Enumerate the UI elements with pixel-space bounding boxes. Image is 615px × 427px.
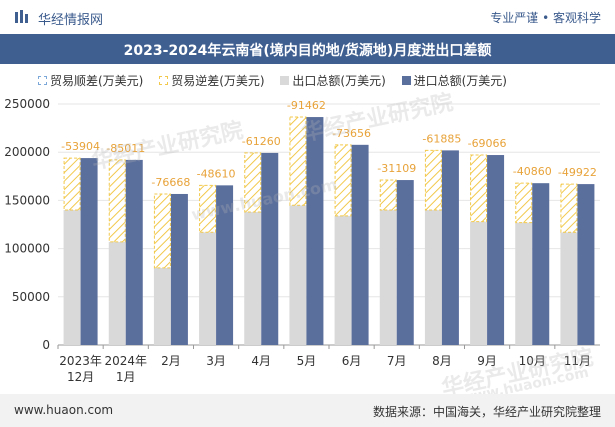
chart-plot: -53904 -85011 -76668 -48610 -61260 -91462 -736… xyxy=(4,97,600,384)
bar-deficit xyxy=(153,193,171,269)
legend-label-export: 出口总额(万美元) xyxy=(292,74,386,88)
legend-swatch-surplus xyxy=(38,76,47,85)
deficit-value-label: -69066 xyxy=(468,137,507,150)
bar-deficit xyxy=(334,144,352,217)
legend-label-surplus: 贸易顺差(万美元) xyxy=(50,74,144,88)
bar-export xyxy=(108,241,126,345)
chart-title: 2023-2024年云南省(境内目的地/货源地)月度进出口差额 xyxy=(123,43,492,59)
y-tick-label: 0 xyxy=(42,338,50,352)
deficit-value-label: -49922 xyxy=(558,166,597,179)
legend-swatch-import xyxy=(401,76,411,85)
bar-import xyxy=(216,185,234,345)
x-tick-label: 8月 xyxy=(432,354,452,368)
bar-deficit xyxy=(199,184,217,233)
bar-import xyxy=(306,117,324,345)
deficit-value-label: -91462 xyxy=(287,99,326,112)
deficit-value-label: -76668 xyxy=(151,176,190,189)
legend-deficit: 贸易逆差(万美元) xyxy=(159,72,265,89)
legend-surplus: 贸易顺差(万美元) xyxy=(38,72,143,89)
bar-import xyxy=(532,183,550,345)
bar-import xyxy=(351,144,369,345)
website-link[interactable]: www.huaon.com xyxy=(14,403,114,417)
bar-export xyxy=(560,232,578,345)
legend-swatch-deficit xyxy=(159,76,169,85)
x-tick-label: 2024年 1月 xyxy=(104,354,147,384)
y-tick-label: 100000 xyxy=(4,242,50,256)
x-tick-label: 9月 xyxy=(477,354,497,368)
x-tick-label: 5月 xyxy=(297,354,317,368)
bar-export xyxy=(334,215,352,345)
bar-export xyxy=(199,232,217,345)
top-bar: 华经情报网 专业严谨 • 客观科学 xyxy=(0,0,615,34)
legend: 贸易顺差(万美元) 贸易逆差(万美元) 出口总额(万美元) 进口总额(万美元) xyxy=(38,72,519,92)
y-tick-label: 250000 xyxy=(4,97,50,111)
deficit-value-label: -53904 xyxy=(61,140,100,153)
legend-export: 出口总额(万美元) xyxy=(280,72,386,89)
legend-label-deficit: 贸易逆差(万美元) xyxy=(171,74,265,88)
bar-import xyxy=(441,150,459,345)
x-tick-label: 2月 xyxy=(161,354,181,368)
bar-export xyxy=(153,267,171,345)
bar-deficit xyxy=(108,159,126,243)
bar-export xyxy=(244,211,262,345)
bar-deficit xyxy=(289,116,307,206)
bar-export xyxy=(289,205,307,345)
deficit-value-label: -31109 xyxy=(377,162,416,175)
bar-import xyxy=(170,193,188,345)
bar-import xyxy=(577,184,595,345)
y-tick-label: 150000 xyxy=(4,193,50,207)
legend-label-import: 进口总额(万美元) xyxy=(413,74,507,88)
bar-deficit xyxy=(424,149,442,211)
legend-swatch-export xyxy=(280,76,290,85)
title-bar: 2023-2024年云南省(境内目的地/货源地)月度进出口差额 xyxy=(0,34,615,64)
x-tick-label: 6月 xyxy=(342,354,362,368)
bar-deficit xyxy=(470,154,488,223)
x-tick-label: 3月 xyxy=(206,354,226,368)
bar-deficit xyxy=(515,182,533,224)
y-tick-label: 50000 xyxy=(12,290,50,304)
bar-import xyxy=(487,155,505,345)
deficit-value-label: -61260 xyxy=(242,135,281,148)
deficit-value-label: -73656 xyxy=(332,127,371,140)
deficit-value-label: -61885 xyxy=(422,132,461,145)
bar-export xyxy=(424,210,442,345)
bar-import xyxy=(261,152,279,345)
bar-deficit xyxy=(244,152,262,213)
x-tick-label: 2023年 12月 xyxy=(59,354,102,384)
deficit-value-label: -40860 xyxy=(513,165,552,178)
deficit-value-label: -85011 xyxy=(106,142,145,155)
bar-import xyxy=(396,180,414,345)
bar-deficit xyxy=(379,179,397,211)
bar-deficit xyxy=(63,157,81,211)
x-tick-label: 10月 xyxy=(519,354,546,368)
x-tick-label: 7月 xyxy=(387,354,407,368)
bar-export xyxy=(470,221,488,345)
bar-import xyxy=(80,158,98,345)
bar-export xyxy=(379,210,397,345)
bar-import xyxy=(125,159,143,345)
brand-name: 华经情报网 xyxy=(38,13,104,28)
bar-deficit xyxy=(560,183,578,233)
bar-export xyxy=(63,210,81,345)
legend-import: 进口总额(万美元) xyxy=(401,72,507,89)
deficit-value-label: -48610 xyxy=(197,167,236,180)
bar-export xyxy=(515,222,533,345)
x-tick-label: 4月 xyxy=(251,354,271,368)
x-tick-label: 11月 xyxy=(564,354,591,368)
data-source: 数据来源：中国海关，华经产业研究院整理 xyxy=(372,405,601,419)
tagline: 专业严谨 • 客观科学 xyxy=(490,11,601,25)
footer: www.huaon.com 数据来源：中国海关，华经产业研究院整理 xyxy=(0,394,615,427)
logo-icon xyxy=(15,10,28,23)
y-tick-label: 200000 xyxy=(4,145,50,159)
